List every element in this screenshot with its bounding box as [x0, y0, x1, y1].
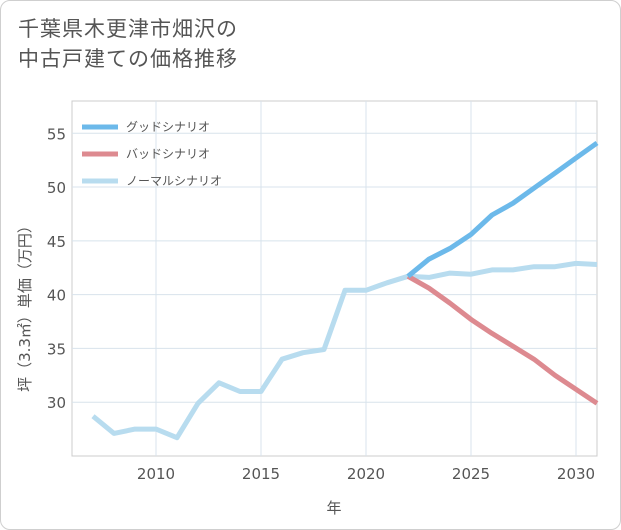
- series-line-1: [406, 274, 599, 406]
- series-line-2: [91, 260, 598, 441]
- legend-label-0: グッドシナリオ: [126, 120, 210, 134]
- x-tick-label-2025: 2025: [452, 465, 490, 483]
- y-tick-label-50: 50: [47, 179, 66, 197]
- y-tick-label-55: 55: [47, 125, 66, 143]
- x-axis-label: 年: [326, 499, 341, 517]
- plot-area: [71, 100, 598, 457]
- chart-title-line1: 千葉県木更津市畑沢の: [18, 17, 238, 41]
- x-tick-label-2020: 2020: [347, 465, 385, 483]
- chart-title: 千葉県木更津市畑沢の 中古戸建ての価格推移: [18, 14, 238, 74]
- x-tick-label-2010: 2010: [137, 465, 175, 483]
- series-line-0: [406, 140, 599, 279]
- legend-label-1: バッドシナリオ: [126, 147, 210, 161]
- legend-label-2: ノーマルシナリオ: [126, 174, 222, 188]
- y-tick-label-45: 45: [47, 233, 66, 251]
- y-tick-label-35: 35: [47, 340, 66, 358]
- x-tick-labels: 2010 2015 2020 2025 2030: [137, 465, 595, 483]
- grid-lines: [72, 101, 597, 456]
- y-tick-label-40: 40: [47, 287, 66, 305]
- y-tick-label-30: 30: [47, 394, 66, 412]
- y-tick-labels: 30 35 40 45 50 55: [47, 125, 66, 412]
- x-tick-label-2030: 2030: [557, 465, 595, 483]
- y-axis-label: 坪（3.3㎡）単価（万円）: [16, 218, 34, 392]
- series-lines: [91, 140, 599, 441]
- x-tick-label-2015: 2015: [242, 465, 280, 483]
- chart-title-line2: 中古戸建ての価格推移: [18, 47, 238, 71]
